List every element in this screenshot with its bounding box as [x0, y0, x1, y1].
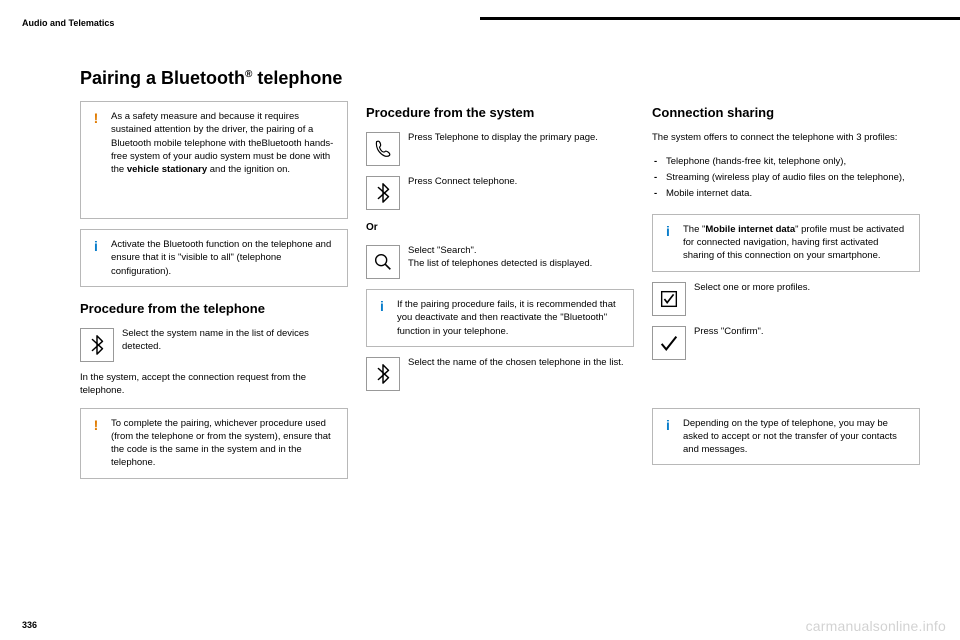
- profile-telephone: Telephone (hands-free kit, telephone onl…: [652, 155, 920, 168]
- complete-pairing-box: ! To complete the pairing, whichever pro…: [80, 408, 348, 479]
- step-press-telephone-row: Press Telephone to display the primary p…: [366, 132, 634, 166]
- step-search-text: Select "Search". The list of telephones …: [408, 245, 592, 271]
- safety-warning-text: As a safety measure and because it requi…: [111, 110, 337, 176]
- bluetooth-icon: [80, 328, 114, 362]
- search-icon: [366, 245, 400, 279]
- warn1-post: and the ignition on.: [207, 164, 290, 175]
- profile-mobile-data: Mobile internet data.: [652, 187, 920, 200]
- profiles-list: Telephone (hands-free kit, telephone onl…: [652, 155, 920, 204]
- title-prefix: Pairing a Bluetooth: [80, 68, 245, 88]
- page-title: Pairing a Bluetooth® telephone: [80, 68, 938, 89]
- column-2: Procedure from the system Press Telephon…: [366, 101, 634, 479]
- step-select-profiles-text: Select one or more profiles.: [694, 282, 810, 295]
- step-confirm-row: Press "Confirm".: [652, 326, 920, 360]
- bluetooth-icon: [366, 357, 400, 391]
- step-select-name-text: Select the name of the chosen telephone …: [408, 357, 623, 370]
- step-press-telephone-text: Press Telephone to display the primary p…: [408, 132, 598, 145]
- info1-pre: The ": [683, 224, 705, 235]
- info-icon: i: [375, 298, 389, 314]
- check-icon: [652, 326, 686, 360]
- mobile-data-info-box: i The "Mobile internet data" profile mus…: [652, 214, 920, 272]
- bluetooth-icon: [366, 176, 400, 210]
- or-label: Or: [366, 222, 634, 233]
- step-select-profiles-row: Select one or more profiles.: [652, 282, 920, 316]
- page-number: 336: [22, 620, 37, 630]
- connection-sharing-heading: Connection sharing: [652, 105, 920, 120]
- complete-pairing-text: To complete the pairing, whichever proce…: [111, 417, 337, 470]
- step-select-system-text: Select the system name in the list of de…: [122, 328, 348, 354]
- checkbox-icon: [652, 282, 686, 316]
- warning-icon: !: [89, 110, 103, 126]
- profile-streaming: Streaming (wireless play of audio files …: [652, 171, 920, 184]
- pairing-fail-text: If the pairing procedure fails, it is re…: [397, 298, 623, 338]
- contacts-transfer-info-box: i Depending on the type of telephone, yo…: [652, 408, 920, 466]
- column-1: ! As a safety measure and because it req…: [80, 101, 348, 479]
- info-icon: i: [661, 223, 675, 239]
- step-select-name-row: Select the name of the chosen telephone …: [366, 357, 634, 391]
- step-select-system-row: Select the system name in the list of de…: [80, 328, 348, 362]
- warn1-bold: vehicle stationary: [127, 164, 207, 175]
- info-icon: i: [89, 238, 103, 254]
- column-3: Connection sharing The system offers to …: [652, 101, 920, 479]
- info1-bold: Mobile internet data: [705, 224, 795, 235]
- proc-from-system-heading: Procedure from the system: [366, 105, 634, 120]
- search-line2: The list of telephones detected is displ…: [408, 258, 592, 269]
- spacer: [652, 370, 920, 398]
- accept-connection-text: In the system, accept the connection req…: [80, 372, 348, 398]
- activate-bt-text: Activate the Bluetooth function on the t…: [111, 238, 337, 278]
- step-connect-telephone-row: Press Connect telephone.: [366, 176, 634, 210]
- search-line1: Select "Search".: [408, 245, 477, 256]
- watermark: carmanualsonline.info: [806, 618, 946, 634]
- profiles-intro: The system offers to connect the telepho…: [652, 132, 920, 145]
- activate-bt-info-box: i Activate the Bluetooth function on the…: [80, 229, 348, 287]
- step-search-row: Select "Search". The list of telephones …: [366, 245, 634, 279]
- step-confirm-text: Press "Confirm".: [694, 326, 764, 339]
- phone-icon: [366, 132, 400, 166]
- pairing-fail-info-box: i If the pairing procedure fails, it is …: [366, 289, 634, 347]
- proc-from-phone-heading: Procedure from the telephone: [80, 301, 348, 316]
- step-connect-telephone-text: Press Connect telephone.: [408, 176, 517, 189]
- safety-warning-box: ! As a safety measure and because it req…: [80, 101, 348, 219]
- title-suffix: telephone: [252, 68, 342, 88]
- contacts-transfer-text: Depending on the type of telephone, you …: [683, 417, 909, 457]
- mobile-data-info-text: The "Mobile internet data" profile must …: [683, 223, 909, 263]
- header-rule: [480, 17, 960, 20]
- info-icon: i: [661, 417, 675, 433]
- warning-icon: !: [89, 417, 103, 433]
